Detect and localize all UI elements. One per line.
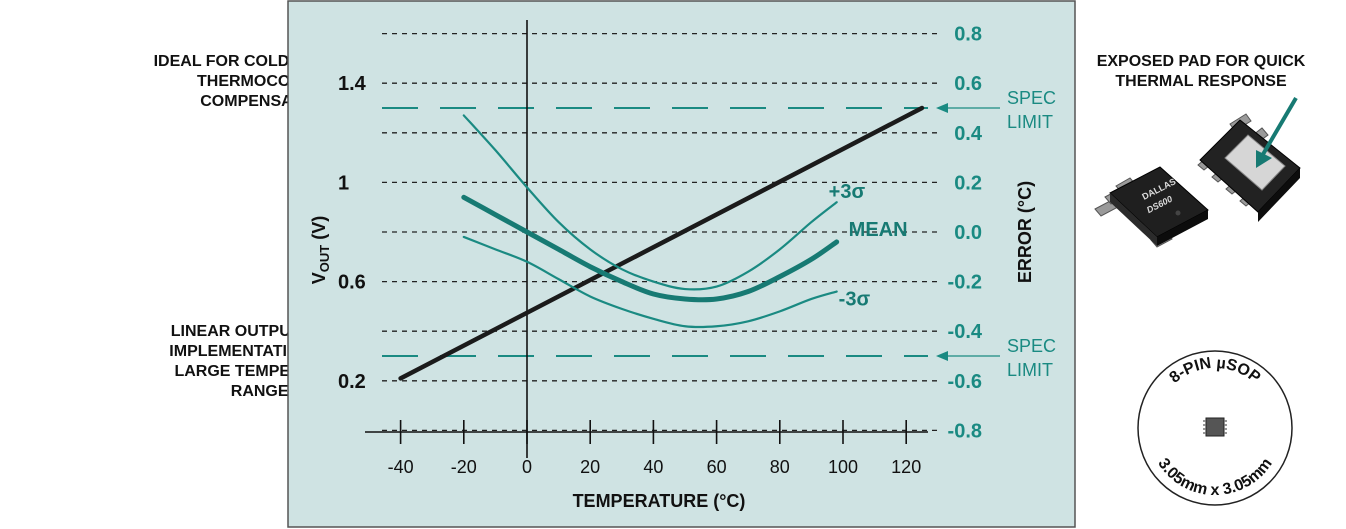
spec-limit-labels: SPEC LIMIT SPEC LIMIT [1007, 88, 1056, 380]
exposed-pad [1224, 134, 1286, 191]
right-tick-label: 0.8 [954, 24, 982, 46]
right-tick-label: -0.4 [948, 321, 983, 343]
left-tick-label: 0.6 [338, 272, 366, 294]
spec-limit-label: SPEC LIMIT [1007, 336, 1056, 380]
x-axis-title: TEMPERATURE (°C) [573, 491, 746, 511]
exposed-pad-note: EXPOSED PAD FOR QUICK THERMAL RESPONSE [1096, 53, 1306, 90]
spec-limit-arrowhead [936, 351, 948, 361]
series-line-plus3sigma [462, 114, 838, 291]
x-tick-label: 60 [707, 457, 727, 477]
left-axis-title-main: V [309, 272, 329, 284]
right-tick-label: -0.8 [948, 420, 982, 442]
left-tick-label: 1 [338, 172, 349, 194]
x-tick-label: 20 [580, 457, 600, 477]
x-tick-label: -20 [451, 457, 477, 477]
left-axis-title-sub: OUT [317, 245, 332, 273]
chip-illustration: DALLAS DS600 [1094, 96, 1301, 248]
package-badge: 8-PIN µSOP 3.05mm x 3.05mm [1137, 350, 1293, 506]
series-label: +3σ [829, 181, 866, 203]
right-tick-label: -0.2 [948, 272, 982, 294]
series-label: -3σ [839, 289, 871, 311]
left-tick-label: 1.4 [338, 73, 367, 95]
x-tick-label: 40 [643, 457, 663, 477]
left-axis-title-unit: (V) [309, 216, 329, 245]
right-tick-label: 0.6 [954, 73, 982, 95]
right-tick-label: 0.2 [954, 172, 982, 194]
x-tick-layer: -40 -20 0 20 40 60 80 100 120 [388, 420, 921, 477]
left-tick-label: 0.2 [338, 371, 366, 393]
x-tick-label: -40 [388, 457, 414, 477]
left-axis-tick-labels: 1.4 1 0.6 0.2 [338, 73, 367, 393]
spec-limit-label: SPEC LIMIT [1007, 88, 1056, 132]
right-tick-label: 0.4 [954, 123, 983, 145]
series-line-mean [461, 194, 840, 303]
x-tick-label: 120 [891, 457, 921, 477]
spec-limit-layer [382, 103, 1000, 361]
left-axis-title: VOUT (V) [309, 216, 332, 284]
spec-limit-arrowhead [936, 103, 948, 113]
x-tick-label: 0 [522, 457, 532, 477]
grid-layer [382, 32, 938, 432]
series-label: MEAN [849, 219, 908, 241]
series-line-vout [398, 105, 925, 381]
series-line-minus3sigma [462, 235, 838, 329]
right-axis-tick-labels: 0.8 0.6 0.4 0.2 0.0 -0.2 -0.4 -0.6 -0.8 [948, 24, 983, 443]
exposed-pad-arrow [1260, 96, 1298, 158]
right-axis-title: ERROR (°C) [1015, 181, 1035, 283]
x-tick-label: 80 [770, 457, 790, 477]
x-tick-label: 100 [828, 457, 858, 477]
package-chip-icon [1205, 417, 1225, 437]
right-tick-label: -0.6 [948, 371, 982, 393]
series-layer [398, 105, 925, 381]
chart-panel [287, 0, 1076, 528]
right-tick-label: 0.0 [954, 222, 982, 244]
series-labels: +3σ MEAN -3σ [829, 181, 908, 310]
